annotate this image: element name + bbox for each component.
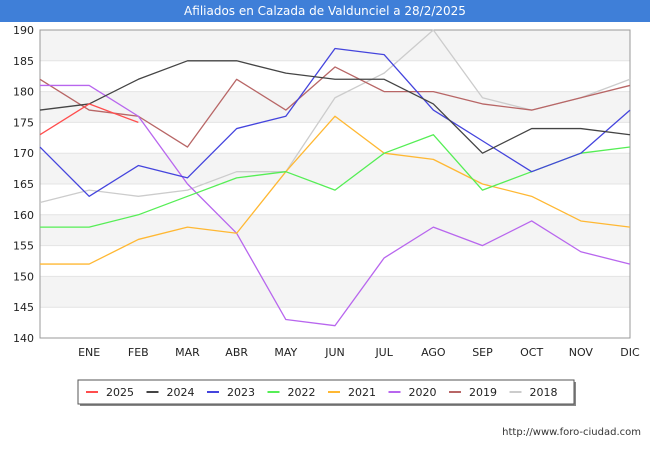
y-tick-label: 140 — [13, 332, 34, 345]
legend-label-2022: 2022 — [288, 386, 316, 399]
legend-label-2024: 2024 — [167, 386, 195, 399]
legend-label-2020: 2020 — [409, 386, 437, 399]
x-tick-label: JUN — [324, 346, 345, 359]
legend-label-2018: 2018 — [530, 386, 558, 399]
grid-band — [40, 184, 630, 215]
grid-band — [40, 60, 630, 92]
y-tick-label: 145 — [13, 301, 34, 314]
x-tick-label: AGO — [421, 346, 446, 359]
legend-label-2021: 2021 — [348, 386, 376, 399]
y-tick-label: 165 — [13, 178, 34, 191]
y-tick-label: 175 — [13, 116, 34, 129]
y-tick-label: 150 — [13, 270, 34, 283]
grid-band — [40, 30, 630, 61]
y-tick-label: 170 — [13, 147, 34, 160]
series-line-2025 — [39, 103, 139, 136]
grid-band — [40, 122, 630, 154]
series-line-2023 — [39, 47, 631, 197]
legend-label-2019: 2019 — [469, 386, 497, 399]
x-tick-label: OCT — [520, 346, 543, 359]
series-line-2021 — [40, 115, 631, 265]
x-tick-label: DIC — [620, 346, 640, 359]
legend-label-2023: 2023 — [227, 386, 255, 399]
y-tick-label: 155 — [13, 240, 34, 253]
y-tick-label: 180 — [13, 86, 34, 99]
x-tick-label: SEP — [472, 346, 493, 359]
series-line-2024 — [39, 60, 631, 154]
x-tick-label: ABR — [225, 346, 248, 359]
source-url: http://www.foro-ciudad.com — [502, 427, 641, 438]
y-tick-label: 190 — [13, 24, 34, 37]
grid-band — [40, 153, 630, 184]
x-tick-label: ENE — [78, 346, 100, 359]
y-tick-label: 160 — [13, 209, 34, 222]
x-tick-label: FEB — [128, 346, 149, 359]
x-tick-label: MAY — [274, 346, 297, 359]
grid-band — [40, 214, 630, 246]
chart-title: Afiliados en Calzada de Valdunciel a 28/… — [0, 0, 650, 22]
x-tick-label: NOV — [569, 346, 594, 359]
series-line-2020 — [40, 84, 631, 327]
legend-label-2025: 2025 — [106, 386, 134, 399]
grid-band — [40, 276, 630, 308]
plot-frame — [39, 29, 631, 339]
grid-band — [40, 245, 630, 277]
x-tick-label: MAR — [175, 346, 200, 359]
legend-box — [77, 379, 575, 405]
x-tick-label: JUL — [374, 346, 393, 359]
grid-band — [40, 307, 630, 338]
y-tick-label: 185 — [13, 55, 34, 68]
